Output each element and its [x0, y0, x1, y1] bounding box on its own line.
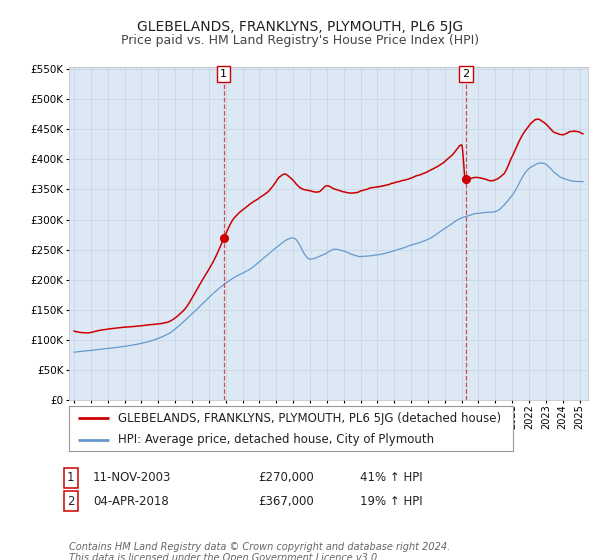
Text: £270,000: £270,000: [258, 471, 314, 484]
Text: 2: 2: [462, 69, 469, 79]
Text: 04-APR-2018: 04-APR-2018: [93, 494, 169, 508]
Text: 19% ↑ HPI: 19% ↑ HPI: [360, 494, 422, 508]
Text: 2: 2: [67, 494, 74, 508]
Text: GLEBELANDS, FRANKLYNS, PLYMOUTH, PL6 5JG: GLEBELANDS, FRANKLYNS, PLYMOUTH, PL6 5JG: [137, 20, 463, 34]
Text: GLEBELANDS, FRANKLYNS, PLYMOUTH, PL6 5JG (detached house): GLEBELANDS, FRANKLYNS, PLYMOUTH, PL6 5JG…: [118, 412, 501, 424]
Text: £367,000: £367,000: [258, 494, 314, 508]
Text: This data is licensed under the Open Government Licence v3.0.: This data is licensed under the Open Gov…: [69, 553, 380, 560]
Text: Contains HM Land Registry data © Crown copyright and database right 2024.: Contains HM Land Registry data © Crown c…: [69, 542, 450, 552]
Text: 1: 1: [220, 69, 227, 79]
Text: 41% ↑ HPI: 41% ↑ HPI: [360, 471, 422, 484]
Text: 11-NOV-2003: 11-NOV-2003: [93, 471, 172, 484]
Text: HPI: Average price, detached house, City of Plymouth: HPI: Average price, detached house, City…: [118, 433, 434, 446]
Text: Price paid vs. HM Land Registry's House Price Index (HPI): Price paid vs. HM Land Registry's House …: [121, 34, 479, 46]
Text: 1: 1: [67, 471, 74, 484]
